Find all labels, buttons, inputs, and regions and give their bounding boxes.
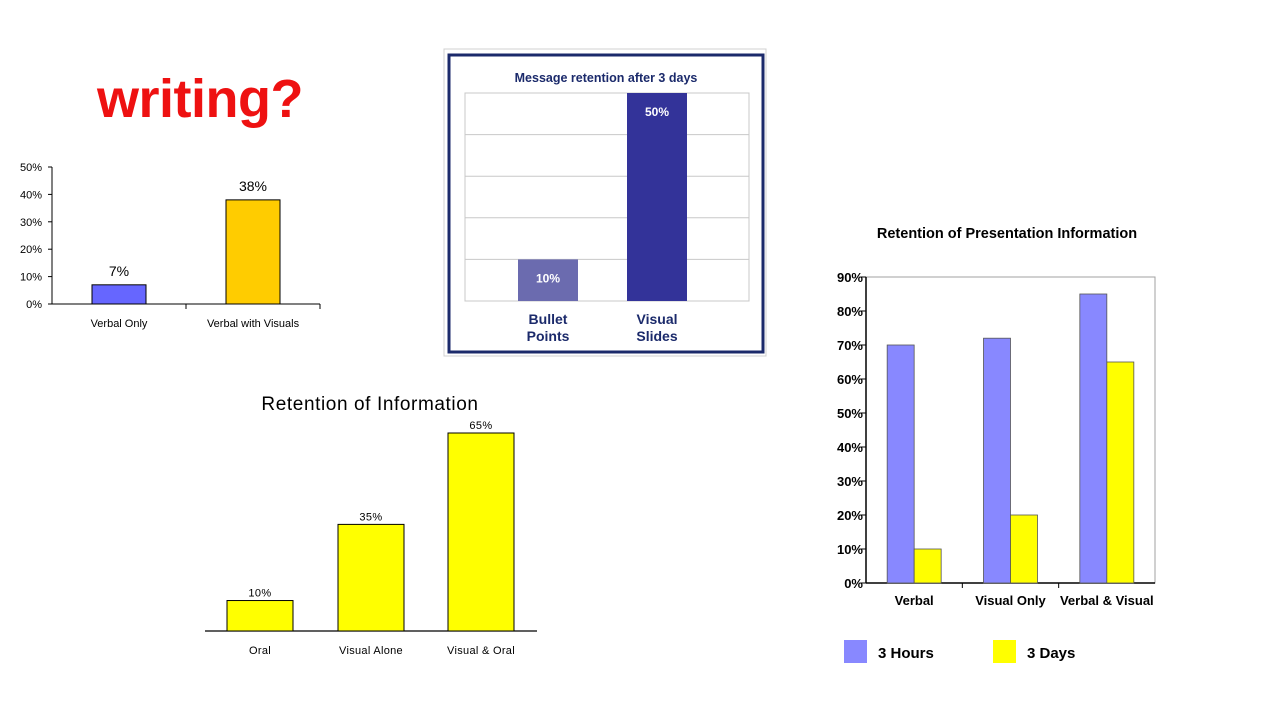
y-tick-label: 50% [20, 162, 42, 174]
x-tick-label: Verbal & Visual [1060, 593, 1154, 608]
data-label: 7% [109, 263, 129, 279]
slide-title: writing? [97, 69, 303, 129]
x-tick-label-line: Slides [636, 328, 677, 344]
x-tick-label-line: Points [527, 328, 570, 344]
bar [1079, 293, 1108, 584]
bar [913, 548, 942, 584]
data-label: 50% [645, 105, 669, 119]
y-tick-label: 70% [837, 338, 863, 353]
y-tick-label: 60% [837, 372, 863, 387]
legend-swatch [844, 640, 867, 663]
chart-title: Retention of Presentation Information [877, 226, 1137, 242]
x-tick-label: Visual Only [975, 593, 1046, 608]
bar [91, 284, 147, 305]
x-tick-label-line: Visual [637, 311, 678, 327]
legend-label: 3 Hours [878, 645, 934, 662]
bar [518, 259, 578, 301]
x-tick-label: Verbal [895, 593, 934, 608]
chart-frame [447, 53, 765, 354]
data-label: 65% [469, 420, 492, 432]
x-tick-label: Visual Slides [636, 311, 677, 344]
chart-title: Retention of Information [261, 394, 478, 415]
chart-title: Message retention after 3 days [515, 71, 698, 85]
bar [226, 600, 294, 632]
y-tick-label: 0% [844, 576, 863, 591]
x-tick-label: Verbal Only [91, 318, 148, 330]
bar [983, 337, 1011, 584]
y-tick-label: 10% [20, 272, 42, 284]
bar [447, 432, 515, 632]
x-tick-label-line: Bullet [529, 311, 568, 327]
plot-area [464, 92, 750, 302]
y-tick-label: 40% [20, 189, 42, 201]
legend-swatch [993, 640, 1016, 663]
y-tick-label: 80% [837, 304, 863, 319]
bar [337, 523, 405, 632]
y-tick-label: 10% [837, 542, 863, 557]
y-tick-label: 30% [837, 474, 863, 489]
x-tick-label: Bullet Points [527, 311, 570, 344]
bar [225, 199, 281, 305]
bar [886, 344, 915, 584]
bar [1010, 514, 1038, 584]
x-tick-label: Visual & Oral [447, 645, 515, 657]
y-tick-label: 20% [20, 244, 42, 256]
data-label: 38% [239, 178, 267, 194]
y-tick-label: 30% [20, 217, 42, 229]
x-tick-label: Visual Alone [339, 645, 403, 657]
x-tick-label: Verbal with Visuals [207, 318, 300, 330]
bar [627, 93, 687, 301]
data-label: 10% [248, 588, 271, 600]
y-tick-label: 50% [837, 406, 863, 421]
y-tick-label: 20% [837, 508, 863, 523]
y-tick-label: 40% [837, 440, 863, 455]
bar [1106, 361, 1135, 584]
y-tick-label: 90% [837, 270, 863, 285]
data-label: 35% [359, 511, 382, 523]
data-label: 10% [536, 271, 560, 285]
legend-label: 3 Days [1027, 645, 1075, 662]
x-tick-label: Oral [249, 645, 271, 657]
y-tick-label: 0% [26, 299, 42, 311]
